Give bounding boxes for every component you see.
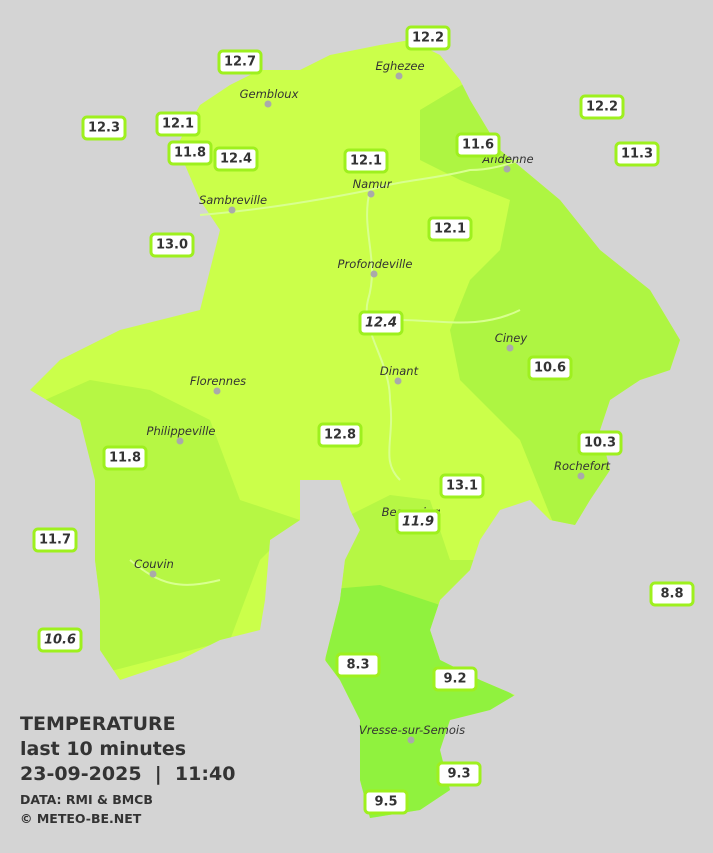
station-box xyxy=(37,627,83,653)
station-value: 13.0 xyxy=(156,238,188,253)
station-box xyxy=(102,445,148,471)
station-value: 13.1 xyxy=(446,479,478,494)
city-label: Sambreville xyxy=(199,193,267,207)
city-dot xyxy=(228,206,236,214)
city-label: Vresse-sur-Semois xyxy=(359,723,465,737)
city-label: Couvin xyxy=(134,557,174,571)
station-value: 10.6 xyxy=(534,361,566,376)
station-box xyxy=(436,761,482,787)
station-box xyxy=(614,141,660,167)
station-box xyxy=(363,789,409,815)
station-value: 12.2 xyxy=(412,31,444,46)
station-box xyxy=(32,527,78,553)
station-box xyxy=(577,430,623,456)
city-dot xyxy=(370,270,378,278)
legend-period: last 10 minutes xyxy=(20,738,186,760)
city-label: Philippeville xyxy=(147,424,216,438)
station-value: 12.1 xyxy=(350,154,382,169)
station-box xyxy=(317,422,363,448)
legend: TEMPERATURE last 10 minutes 23-09-2025 |… xyxy=(20,713,235,826)
station-box xyxy=(213,146,259,172)
station-box xyxy=(395,509,441,535)
station-value: 12.4 xyxy=(365,316,397,331)
city-label: Dinant xyxy=(380,364,419,378)
station-value: 11.8 xyxy=(174,146,206,161)
legend-credit: © METEO-BE.NET xyxy=(20,811,142,826)
station-box xyxy=(358,310,404,336)
station-box xyxy=(649,581,695,607)
station-value: 12.2 xyxy=(586,100,618,115)
station-box xyxy=(149,232,195,258)
station-box xyxy=(405,25,451,51)
station-box xyxy=(455,132,501,158)
station-box xyxy=(432,666,478,692)
station-value: 10.6 xyxy=(44,633,76,648)
legend-source: DATA: RMI & BMCB xyxy=(20,792,153,807)
station-box xyxy=(217,49,263,75)
station-value: 12.7 xyxy=(224,55,256,70)
station-value: 12.3 xyxy=(88,121,120,136)
legend-datetime: 23-09-2025 | 11:40 xyxy=(20,763,235,785)
city-label: Florennes xyxy=(190,374,246,388)
station-value: 12.1 xyxy=(434,222,466,237)
station-value: 11.3 xyxy=(621,147,653,162)
station-value: 12.4 xyxy=(220,152,252,167)
cities: EghezeeGemblouxAndenneNamurSambrevillePr… xyxy=(134,59,611,744)
city-dot xyxy=(395,72,403,80)
city-dot xyxy=(264,100,272,108)
station-value: 12.8 xyxy=(324,428,356,443)
station-box xyxy=(335,652,381,678)
station-value: 9.2 xyxy=(443,672,466,687)
city-dot xyxy=(213,387,221,395)
city-dot xyxy=(149,570,157,578)
station-value: 11.9 xyxy=(402,515,434,530)
city-dot xyxy=(367,190,375,198)
station-box xyxy=(579,94,625,120)
city-dot xyxy=(176,437,184,445)
station-box xyxy=(343,148,389,174)
city-label: Rochefort xyxy=(554,459,611,473)
city-dot xyxy=(506,344,514,352)
city-dot xyxy=(503,165,511,173)
city-label: Profondeville xyxy=(338,257,413,271)
station-box xyxy=(81,115,127,141)
station-box xyxy=(167,140,213,166)
station-value: 11.6 xyxy=(462,138,494,153)
station-value: 10.3 xyxy=(584,436,616,451)
zone-far-south xyxy=(320,585,520,818)
station-box xyxy=(527,355,573,381)
station-value: 8.8 xyxy=(660,587,683,602)
city-dot xyxy=(577,472,585,480)
rivers xyxy=(129,159,521,586)
city-dot xyxy=(394,377,402,385)
city-dot xyxy=(407,736,415,744)
city-label: Eghezee xyxy=(375,59,424,73)
city-label: Namur xyxy=(353,177,393,191)
station-value: 11.8 xyxy=(109,451,141,466)
station-value: 12.1 xyxy=(162,117,194,132)
station-value: 8.3 xyxy=(346,658,369,673)
stations: 12.2 12.7 12.3 12.1 11.8 12.4 12.1 11.6 12.2 11.3… xyxy=(32,25,695,815)
station-value: 11.7 xyxy=(39,533,71,548)
city-label: Ciney xyxy=(495,331,528,345)
station-box xyxy=(427,216,473,242)
city-label: Gembloux xyxy=(240,87,299,101)
station-value: 9.5 xyxy=(374,795,397,810)
station-box xyxy=(155,111,201,137)
station-box xyxy=(439,473,485,499)
legend-title: TEMPERATURE xyxy=(20,713,176,735)
station-value: 9.3 xyxy=(447,767,470,782)
